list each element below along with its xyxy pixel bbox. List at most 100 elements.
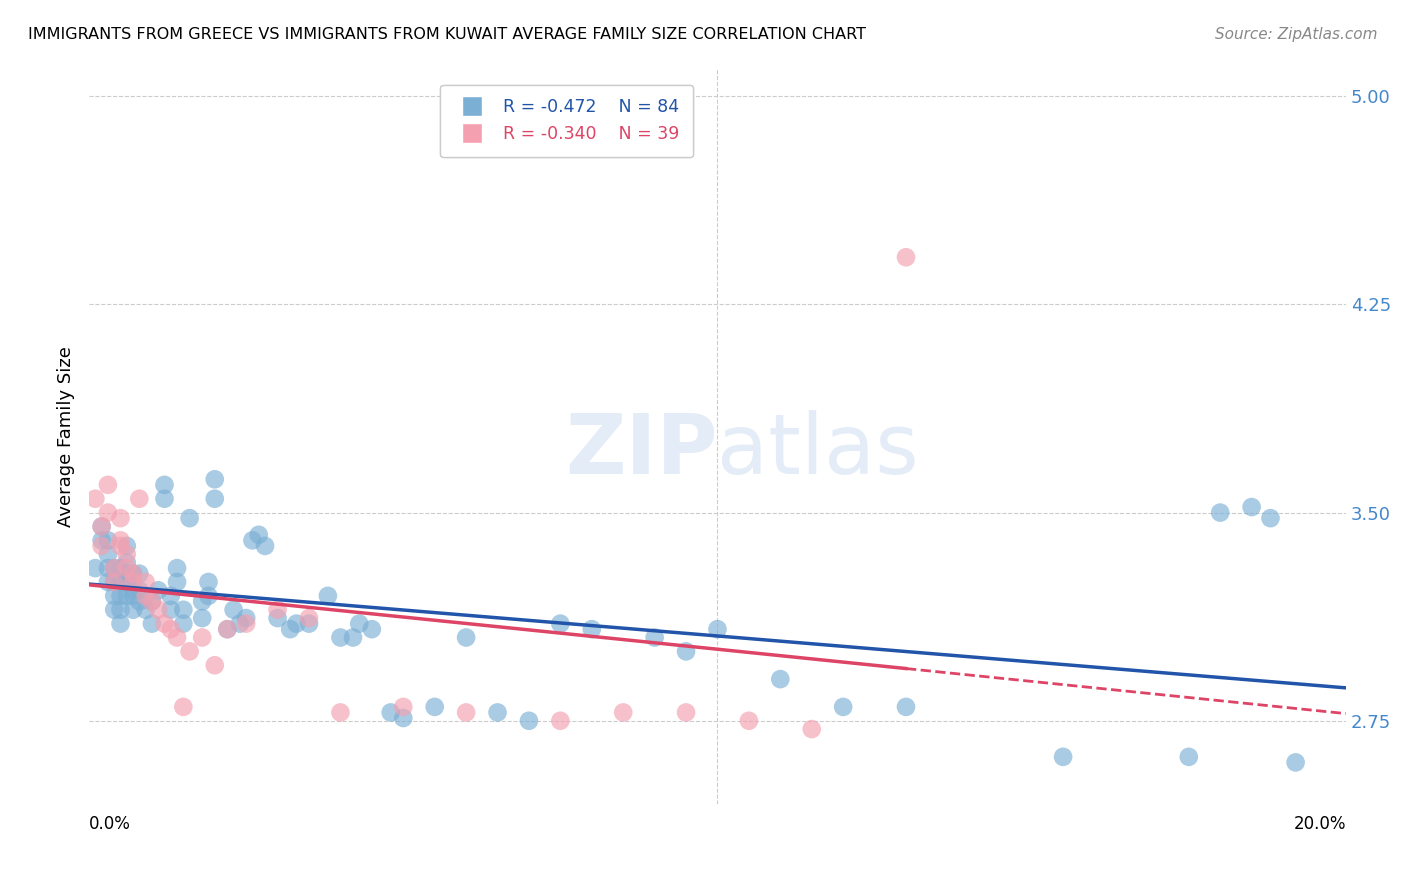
Immigrants from Kuwait xyxy=(159,622,181,636)
Immigrants from Kuwait xyxy=(97,478,120,492)
Text: atlas: atlas xyxy=(717,410,920,491)
Immigrants from Greece xyxy=(278,622,301,636)
Immigrants from Greece xyxy=(115,539,138,553)
Immigrants from Kuwait xyxy=(97,506,120,520)
Immigrants from Greece xyxy=(103,574,125,589)
Immigrants from Kuwait xyxy=(90,519,112,533)
Immigrants from Greece xyxy=(103,589,125,603)
Immigrants from Greece xyxy=(90,519,112,533)
Immigrants from Greece xyxy=(832,699,855,714)
Immigrants from Greece xyxy=(285,616,308,631)
Immigrants from Greece xyxy=(115,589,138,603)
Immigrants from Greece xyxy=(103,603,125,617)
Immigrants from Greece xyxy=(110,561,132,575)
Immigrants from Greece xyxy=(517,714,540,728)
Immigrants from Greece xyxy=(166,574,188,589)
Immigrants from Greece xyxy=(141,594,163,608)
Immigrants from Greece xyxy=(581,622,603,636)
Immigrants from Greece xyxy=(122,603,145,617)
Immigrants from Kuwait xyxy=(110,511,132,525)
Immigrants from Greece xyxy=(1178,749,1201,764)
Immigrants from Greece xyxy=(204,491,226,506)
Immigrants from Kuwait xyxy=(456,706,478,720)
Immigrants from Greece xyxy=(84,561,107,575)
Immigrants from Kuwait xyxy=(84,491,107,506)
Immigrants from Greece xyxy=(550,616,572,631)
Immigrants from Greece xyxy=(266,611,288,625)
Immigrants from Kuwait xyxy=(115,547,138,561)
Immigrants from Greece xyxy=(1260,511,1282,525)
Immigrants from Kuwait xyxy=(235,616,257,631)
Immigrants from Kuwait xyxy=(738,714,761,728)
Immigrants from Kuwait xyxy=(115,561,138,575)
Immigrants from Kuwait xyxy=(122,574,145,589)
Immigrants from Greece xyxy=(166,561,188,575)
Immigrants from Kuwait xyxy=(135,574,157,589)
Immigrants from Greece xyxy=(235,611,257,625)
Immigrants from Greece xyxy=(191,611,214,625)
Immigrants from Greece xyxy=(486,706,509,720)
Immigrants from Greece xyxy=(148,583,170,598)
Immigrants from Greece xyxy=(644,631,666,645)
Immigrants from Greece xyxy=(135,589,157,603)
Immigrants from Kuwait xyxy=(266,603,288,617)
Immigrants from Greece xyxy=(115,556,138,570)
Immigrants from Greece xyxy=(380,706,402,720)
Immigrants from Greece xyxy=(298,616,321,631)
Immigrants from Greece xyxy=(253,539,276,553)
Immigrants from Greece xyxy=(97,547,120,561)
Immigrants from Greece xyxy=(110,603,132,617)
Immigrants from Greece xyxy=(103,561,125,575)
Immigrants from Greece xyxy=(115,574,138,589)
Immigrants from Greece xyxy=(115,566,138,581)
Immigrants from Greece xyxy=(197,574,219,589)
Immigrants from Kuwait xyxy=(298,611,321,625)
Immigrants from Greece xyxy=(122,583,145,598)
Immigrants from Greece xyxy=(128,583,150,598)
Immigrants from Kuwait xyxy=(166,631,188,645)
Immigrants from Kuwait xyxy=(612,706,634,720)
Immigrants from Greece xyxy=(179,511,201,525)
Immigrants from Greece xyxy=(1284,756,1306,770)
Immigrants from Greece xyxy=(242,533,264,548)
Immigrants from Greece xyxy=(153,478,176,492)
Immigrants from Greece xyxy=(191,594,214,608)
Immigrants from Greece xyxy=(1052,749,1074,764)
Immigrants from Kuwait xyxy=(392,699,415,714)
Immigrants from Greece xyxy=(894,699,917,714)
Immigrants from Greece xyxy=(122,589,145,603)
Immigrants from Kuwait xyxy=(103,574,125,589)
Immigrants from Kuwait xyxy=(122,566,145,581)
Legend: R = -0.472    N = 84, R = -0.340    N = 39: R = -0.472 N = 84, R = -0.340 N = 39 xyxy=(440,85,693,157)
Text: ZIP: ZIP xyxy=(565,410,717,491)
Immigrants from Greece xyxy=(229,616,252,631)
Immigrants from Kuwait xyxy=(191,631,214,645)
Immigrants from Greece xyxy=(456,631,478,645)
Immigrants from Kuwait xyxy=(90,539,112,553)
Immigrants from Greece xyxy=(247,528,270,542)
Text: 20.0%: 20.0% xyxy=(1294,815,1346,833)
Immigrants from Greece xyxy=(97,533,120,548)
Text: 0.0%: 0.0% xyxy=(89,815,131,833)
Immigrants from Greece xyxy=(128,566,150,581)
Immigrants from Greece xyxy=(90,533,112,548)
Y-axis label: Average Family Size: Average Family Size xyxy=(58,346,75,526)
Immigrants from Greece xyxy=(141,616,163,631)
Immigrants from Greece xyxy=(204,472,226,486)
Immigrants from Greece xyxy=(769,672,792,686)
Immigrants from Greece xyxy=(316,589,339,603)
Immigrants from Kuwait xyxy=(172,699,194,714)
Immigrants from Greece xyxy=(159,603,181,617)
Immigrants from Greece xyxy=(1240,500,1263,514)
Immigrants from Greece xyxy=(97,574,120,589)
Immigrants from Greece xyxy=(342,631,364,645)
Immigrants from Greece xyxy=(172,616,194,631)
Immigrants from Kuwait xyxy=(675,706,697,720)
Immigrants from Kuwait xyxy=(110,533,132,548)
Immigrants from Greece xyxy=(392,711,415,725)
Immigrants from Kuwait xyxy=(550,714,572,728)
Immigrants from Greece xyxy=(128,594,150,608)
Immigrants from Greece xyxy=(197,589,219,603)
Immigrants from Kuwait xyxy=(148,603,170,617)
Immigrants from Greece xyxy=(360,622,382,636)
